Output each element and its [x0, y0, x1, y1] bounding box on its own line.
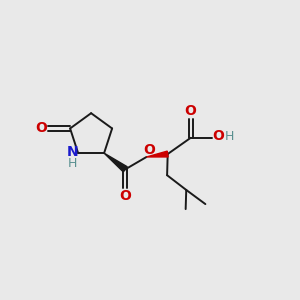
Text: O: O [119, 189, 131, 203]
Text: O: O [184, 104, 196, 118]
Text: O: O [36, 122, 47, 136]
Text: O: O [212, 129, 224, 143]
Text: N: N [67, 145, 79, 159]
Text: H: H [68, 157, 77, 170]
Text: O: O [143, 143, 155, 158]
Polygon shape [104, 153, 127, 172]
Text: H: H [225, 130, 234, 143]
Polygon shape [146, 151, 168, 157]
